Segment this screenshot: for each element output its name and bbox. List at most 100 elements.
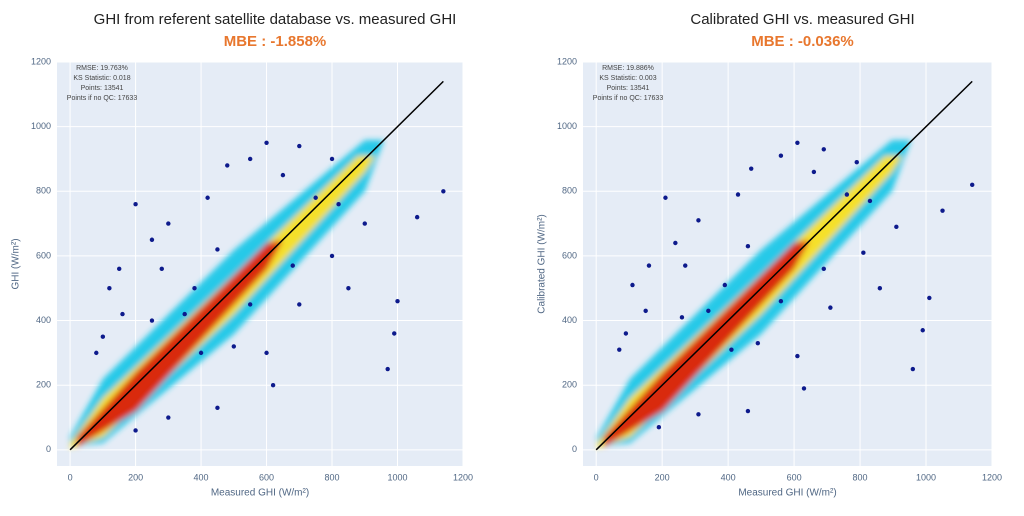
scatter-point xyxy=(801,386,807,391)
stat-annotation: KS Statistic: 0.003 xyxy=(599,75,656,82)
scatter-point xyxy=(867,198,873,204)
scatter-point xyxy=(94,350,99,356)
scatter-point xyxy=(166,221,171,226)
scatter-point xyxy=(414,214,420,220)
scatter-point xyxy=(392,331,397,336)
scatter-point xyxy=(811,169,817,175)
scatter-point xyxy=(264,350,269,356)
scatter-point xyxy=(821,147,826,152)
x-tick-label: 600 xyxy=(787,472,802,482)
scatter-point xyxy=(940,208,945,213)
y-tick-label: 600 xyxy=(36,250,51,260)
scatter-point xyxy=(679,315,685,320)
scatter-point xyxy=(673,240,678,246)
scatter-point xyxy=(844,192,850,197)
y-tick-label: 0 xyxy=(46,444,51,454)
x-tick-label: 400 xyxy=(194,472,209,482)
scatter-point xyxy=(656,425,662,430)
x-tick-label: 1000 xyxy=(916,472,936,482)
x-tick-label: 400 xyxy=(721,472,736,482)
x-tick-label: 800 xyxy=(853,472,868,482)
scatter-point xyxy=(149,318,155,323)
y-tick-label: 1000 xyxy=(557,121,577,131)
y-tick-label: 1200 xyxy=(557,56,577,66)
y-tick-label: 200 xyxy=(562,380,577,390)
scatter-point xyxy=(313,195,318,200)
scatter-point xyxy=(778,298,784,304)
scatter-point xyxy=(778,153,784,158)
scatter-point xyxy=(329,156,335,162)
x-tick-label: 1000 xyxy=(388,472,408,482)
scatter-point xyxy=(120,311,125,317)
x-tick-label: 0 xyxy=(68,472,73,482)
scatter-point xyxy=(630,282,635,288)
stat-annotation: RMSE: 19.886% xyxy=(602,65,654,72)
scatter-point xyxy=(877,286,883,291)
y-tick-label: 800 xyxy=(36,186,51,196)
scatter-point xyxy=(270,383,276,388)
scatter-point xyxy=(280,172,286,178)
scatter-point xyxy=(910,366,916,372)
scatter-point xyxy=(205,195,210,200)
scatter-point xyxy=(231,344,237,349)
scatter-point xyxy=(297,302,302,307)
x-tick-label: 0 xyxy=(594,472,599,482)
y-tick-label: 0 xyxy=(572,444,577,454)
scatter-point xyxy=(247,302,253,307)
diagonal-line xyxy=(595,80,973,451)
scatter-point xyxy=(749,166,754,171)
scatter-point xyxy=(166,415,171,420)
x-tick-label: 200 xyxy=(128,472,143,482)
stat-annotation: Points if no QC: 17633 xyxy=(67,95,138,102)
scatter-point xyxy=(663,195,668,200)
scatter-point xyxy=(336,202,341,207)
y-tick-label: 1000 xyxy=(31,121,51,131)
x-tick-label: 600 xyxy=(259,472,274,482)
scatter-point xyxy=(795,140,800,145)
scatter-point xyxy=(215,405,220,411)
x-axis-label: Measured GHI (W/m²) xyxy=(211,488,309,499)
scatter-point xyxy=(329,253,335,259)
chart-title: Calibrated GHI vs. measured GHI xyxy=(690,11,914,28)
scatter-point xyxy=(745,244,751,249)
scatter-point xyxy=(643,308,648,314)
density-band xyxy=(77,240,283,447)
scatter-point xyxy=(646,263,652,268)
scatter-point xyxy=(970,182,975,188)
scatter-point xyxy=(346,286,351,291)
scatter-point xyxy=(133,202,138,207)
scatter-point xyxy=(264,140,269,145)
scatter-point xyxy=(107,286,112,291)
scatter-point xyxy=(828,305,833,310)
scatter-point xyxy=(192,286,197,291)
scatter-point xyxy=(385,366,390,372)
y-tick-label: 200 xyxy=(36,380,51,390)
y-axis-label: Calibrated GHI (W/m²) xyxy=(537,214,548,313)
scatter-point xyxy=(722,282,728,288)
stat-annotation: RMSE: 19.763% xyxy=(76,65,128,72)
scatter-point xyxy=(117,266,122,272)
scatter-point xyxy=(395,298,400,304)
y-tick-label: 800 xyxy=(562,186,577,196)
scatter-point xyxy=(894,224,899,230)
y-axis-label: GHI (W/m²) xyxy=(11,238,22,289)
scatter-point xyxy=(745,408,751,414)
x-tick-label: 1200 xyxy=(453,472,473,482)
scatter-point xyxy=(441,189,446,194)
y-tick-label: 1200 xyxy=(31,56,51,66)
scatter-point xyxy=(133,428,138,433)
scatter-point xyxy=(159,266,164,272)
scatter-point xyxy=(617,347,622,352)
chart-title: GHI from referent satellite database vs.… xyxy=(94,11,457,28)
x-axis-label: Measured GHI (W/m²) xyxy=(738,488,836,499)
x-tick-label: 200 xyxy=(655,472,670,482)
chart-subtitle: MBE : -1.858% xyxy=(224,33,327,50)
stat-annotation: Points: 13541 xyxy=(81,85,124,92)
scatter-point xyxy=(683,263,688,268)
y-tick-label: 400 xyxy=(562,315,577,325)
scatter-point xyxy=(920,328,925,333)
scatter-point xyxy=(198,350,204,356)
scatter-point xyxy=(149,237,155,242)
